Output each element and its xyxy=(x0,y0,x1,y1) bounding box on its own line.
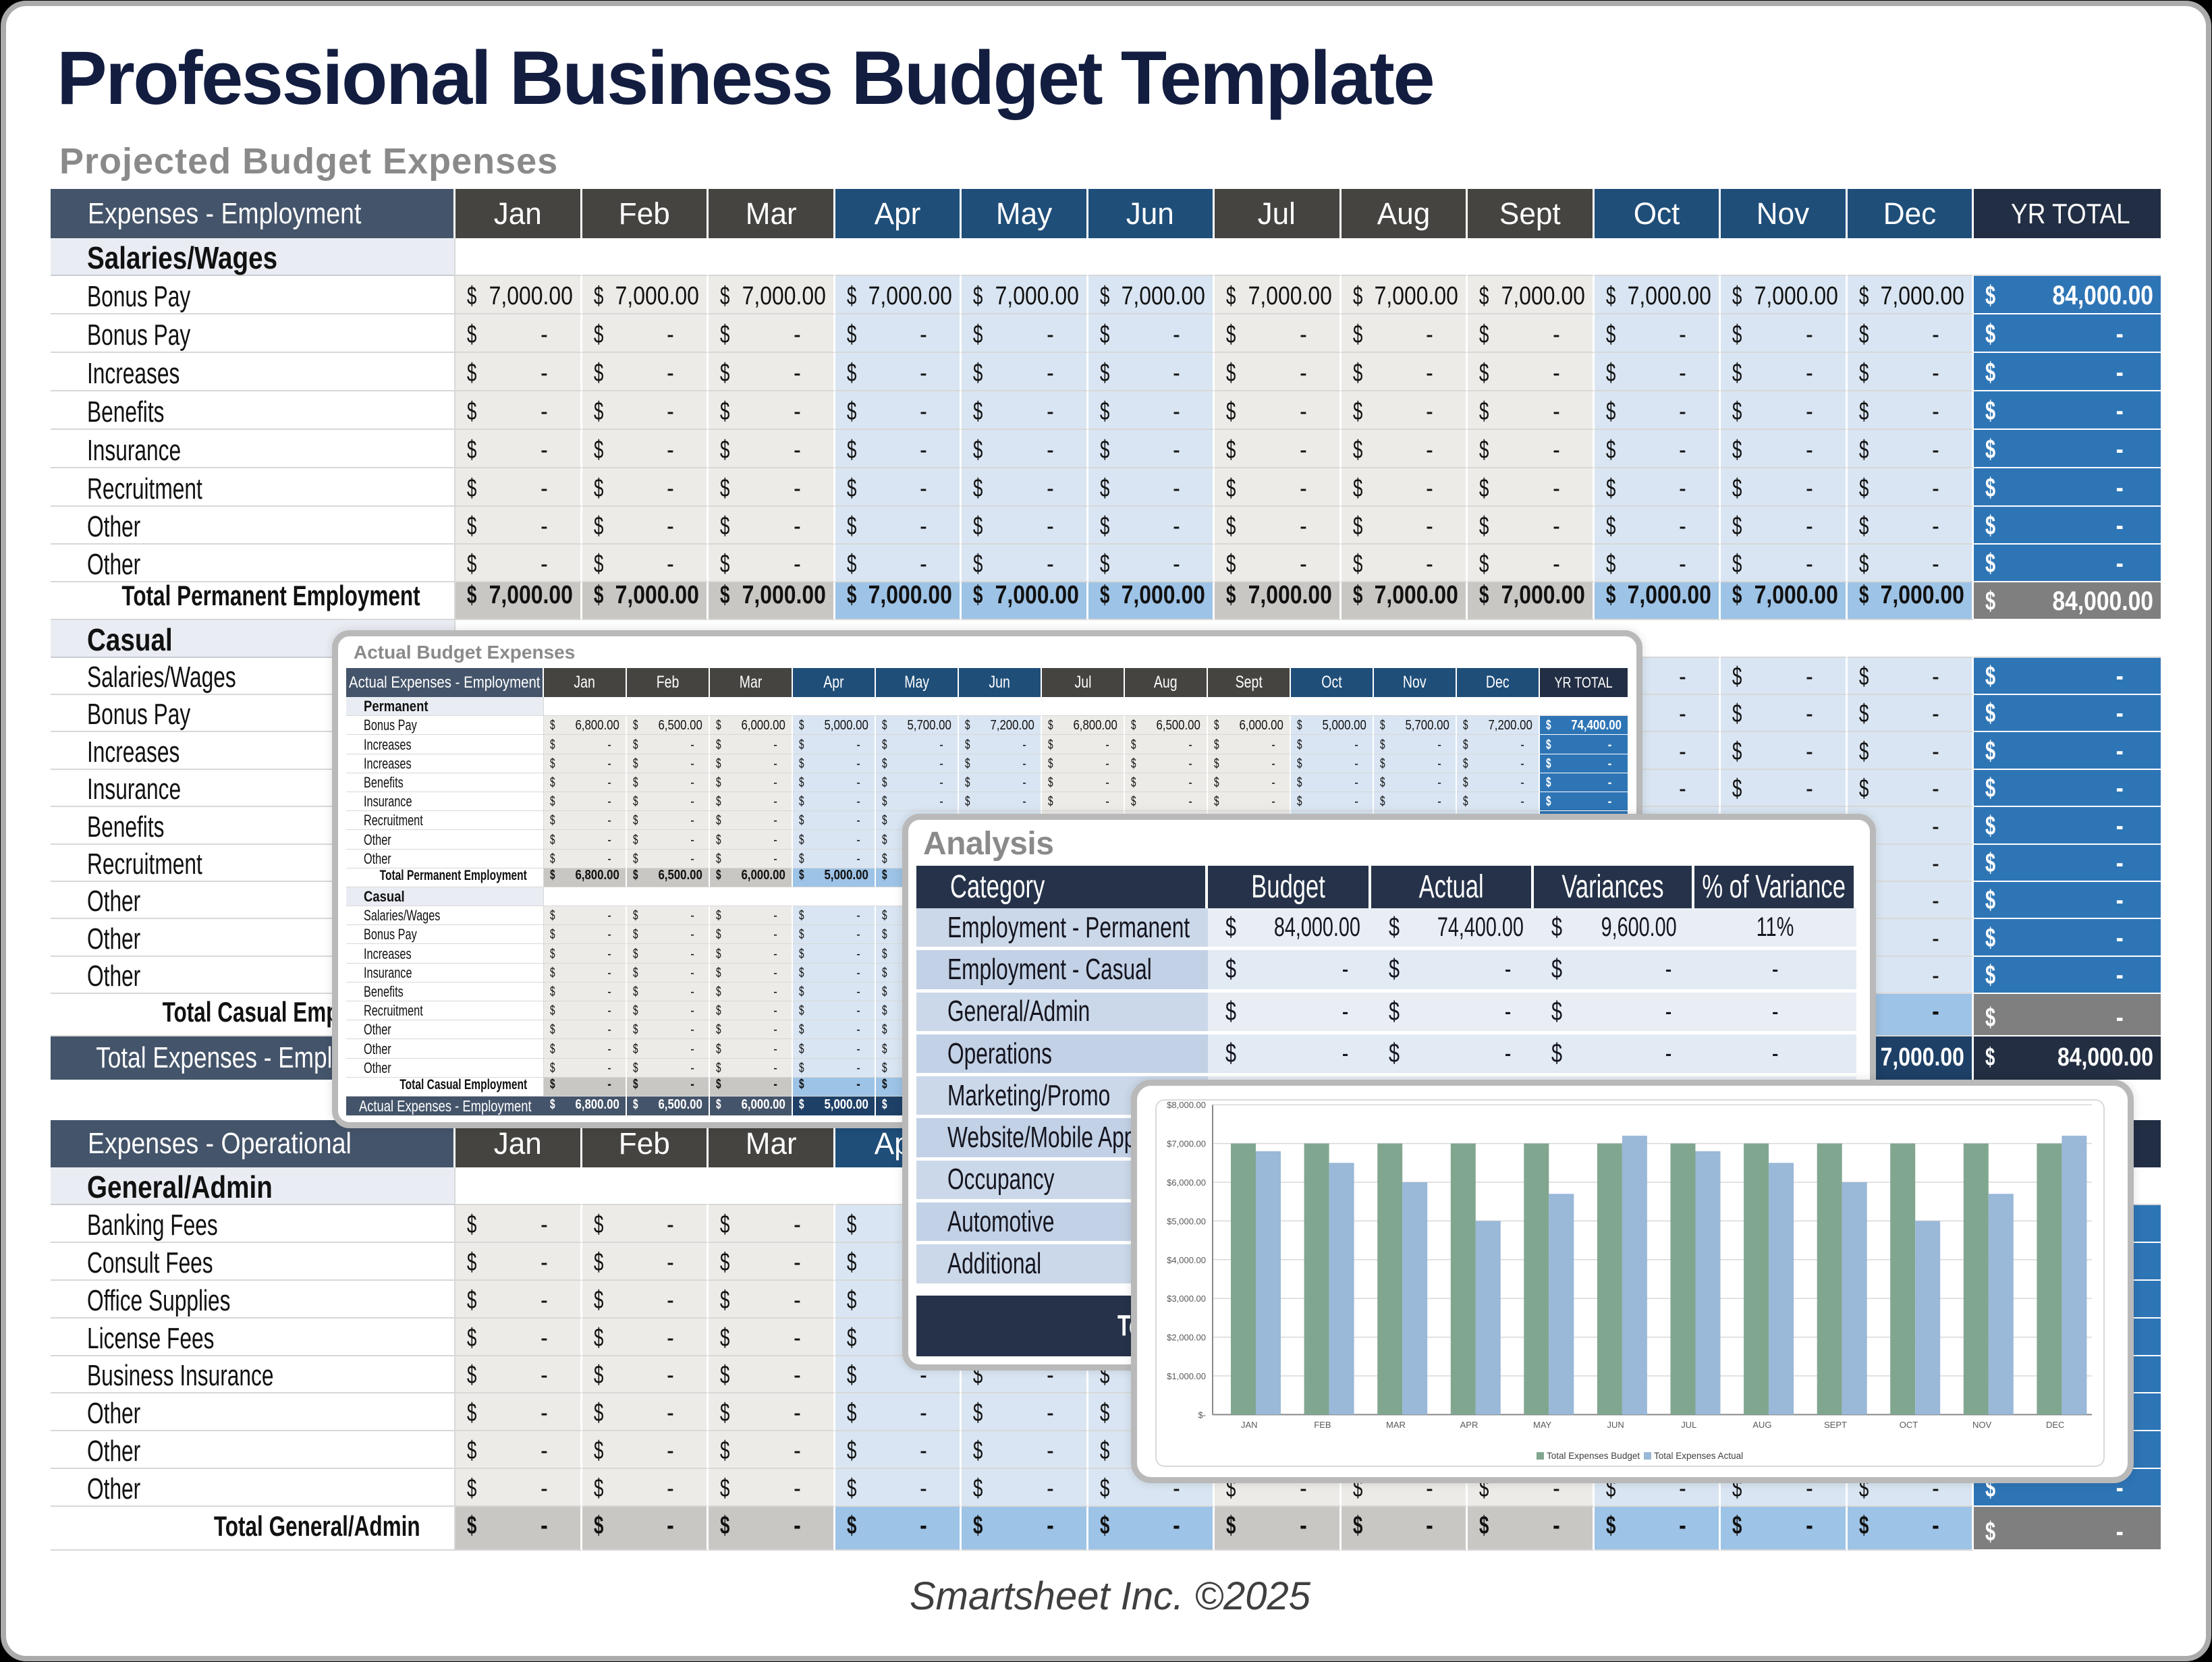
svg-text:FEB: FEB xyxy=(1314,1420,1331,1430)
svg-text:$6,000.00: $6,000.00 xyxy=(1167,1178,1206,1188)
svg-text:$4,000.00: $4,000.00 xyxy=(1167,1255,1206,1265)
svg-text:OCT: OCT xyxy=(1900,1420,1918,1430)
svg-text:NOV: NOV xyxy=(1972,1420,1992,1430)
svg-text:$-: $- xyxy=(1198,1410,1206,1420)
svg-text:JUL: JUL xyxy=(1681,1420,1696,1430)
svg-text:SEPT: SEPT xyxy=(1824,1420,1847,1430)
svg-text:MAY: MAY xyxy=(1533,1420,1552,1430)
svg-text:APR: APR xyxy=(1460,1420,1478,1430)
svg-text:$8,000.00: $8,000.00 xyxy=(1167,1100,1206,1110)
svg-text:Total Expenses Budget: Total Expenses Budget xyxy=(1547,1451,1640,1461)
svg-text:JUN: JUN xyxy=(1607,1420,1624,1430)
svg-text:$7,000.00: $7,000.00 xyxy=(1167,1139,1206,1149)
svg-text:$1,000.00: $1,000.00 xyxy=(1167,1371,1206,1381)
svg-text:MAR: MAR xyxy=(1386,1420,1406,1430)
svg-text:$3,000.00: $3,000.00 xyxy=(1167,1294,1206,1304)
svg-text:$2,000.00: $2,000.00 xyxy=(1167,1333,1206,1343)
svg-text:JAN: JAN xyxy=(1241,1420,1258,1430)
svg-text:DEC: DEC xyxy=(2046,1420,2064,1430)
svg-text:AUG: AUG xyxy=(1752,1420,1771,1430)
svg-text:$5,000.00: $5,000.00 xyxy=(1167,1216,1206,1226)
svg-text:Total Expenses Actual: Total Expenses Actual xyxy=(1654,1451,1743,1461)
